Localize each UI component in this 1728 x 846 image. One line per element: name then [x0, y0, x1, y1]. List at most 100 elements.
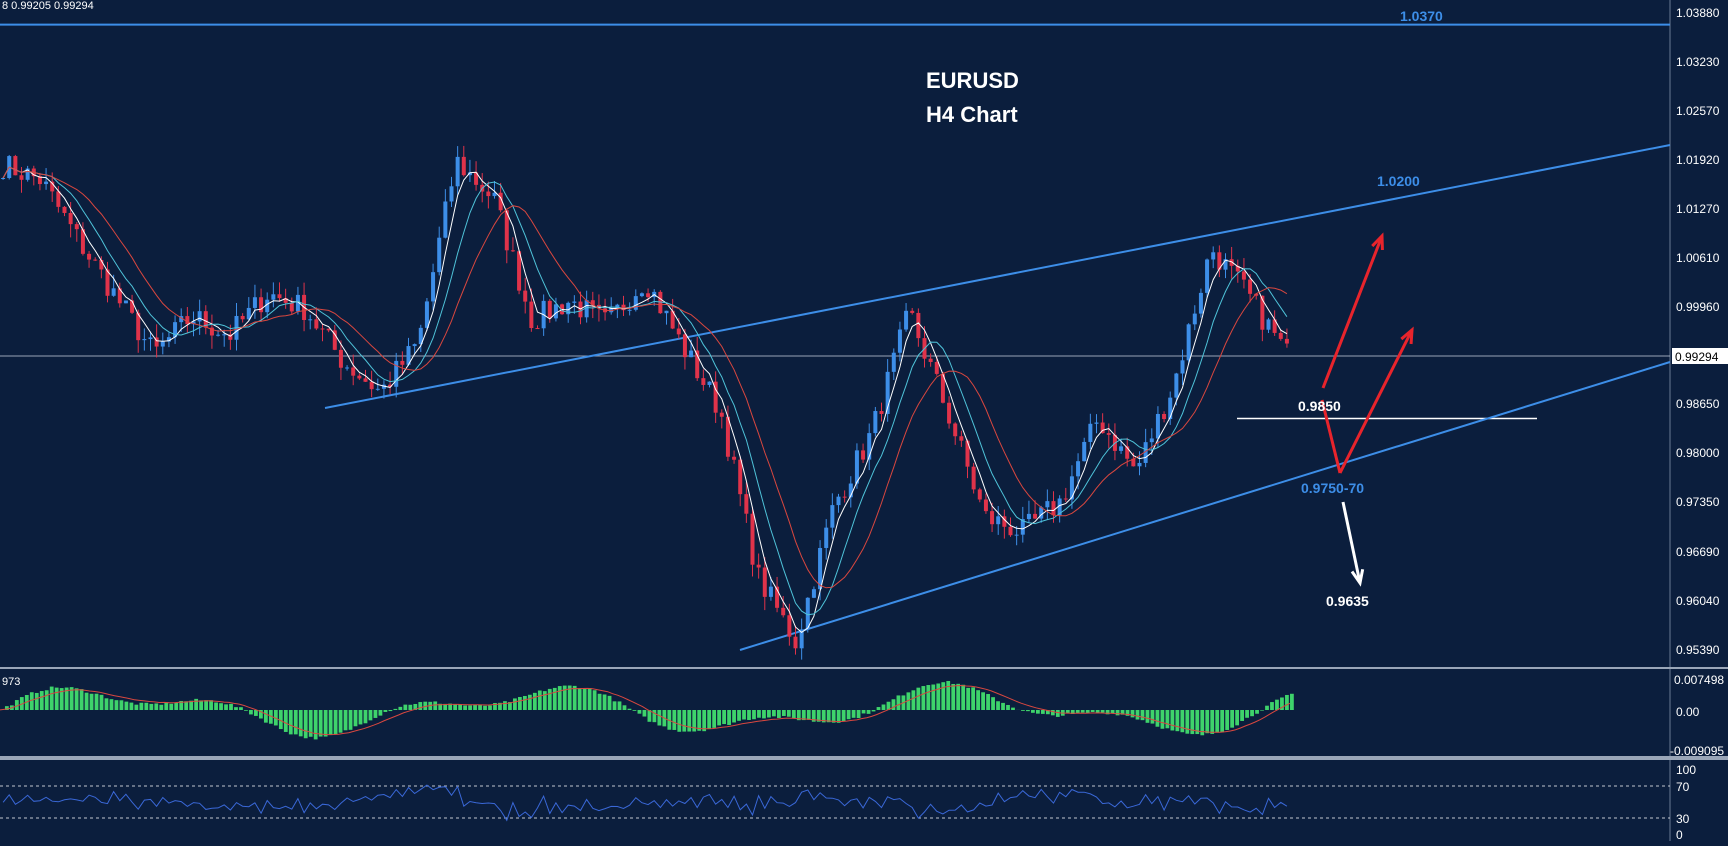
macd-bar	[1255, 710, 1259, 714]
macd-bar	[304, 710, 308, 738]
macd-bar	[1161, 710, 1165, 729]
macd-bar	[1156, 710, 1160, 727]
candle-body	[357, 376, 361, 379]
candle-body	[1033, 514, 1037, 519]
candle-body	[87, 254, 91, 260]
macd-bar	[603, 694, 607, 710]
candle-body	[20, 175, 24, 180]
macd-bar	[154, 703, 158, 710]
macd-bar	[687, 710, 691, 732]
candle-body	[781, 608, 785, 615]
candle-body	[431, 272, 435, 301]
candle-body	[861, 450, 865, 459]
macd-bar	[40, 691, 44, 710]
macd-bar	[872, 710, 876, 711]
macd-bar	[707, 710, 711, 729]
candle-body	[701, 378, 705, 385]
macd-bar	[1225, 710, 1229, 730]
macd-bar	[837, 710, 841, 723]
macd-bar	[149, 704, 153, 710]
macd-bar	[961, 685, 965, 710]
macd-bar	[548, 689, 552, 710]
candle-body	[929, 359, 933, 362]
candle-body	[1181, 360, 1185, 373]
macd-bar	[433, 701, 437, 710]
macd-bar	[403, 705, 407, 710]
macd-bar	[1036, 710, 1040, 714]
macd-bar	[1235, 710, 1239, 725]
candle-body	[720, 413, 724, 417]
candle-body	[1267, 319, 1271, 329]
candle-body	[75, 224, 79, 229]
candle-body	[536, 328, 540, 329]
macd-bar	[742, 710, 746, 719]
candle-body	[413, 344, 417, 346]
macd-bar	[702, 710, 706, 731]
macd-bar	[996, 701, 1000, 710]
candle-body	[529, 302, 533, 328]
candle-body	[450, 186, 454, 201]
macd-bar	[717, 710, 721, 725]
macd-bar	[737, 710, 741, 721]
macd-bar	[633, 710, 637, 711]
macd-bar	[672, 710, 676, 730]
macd-bar	[224, 704, 228, 710]
candle-body	[339, 350, 343, 368]
macd-bar	[1146, 710, 1150, 723]
macd-bar	[1180, 710, 1184, 732]
candle-body	[290, 303, 294, 312]
macd-bar	[852, 710, 856, 718]
macd-bar	[827, 710, 831, 722]
macd-bar	[169, 704, 173, 710]
candle-body	[185, 316, 189, 324]
macd-bar	[30, 692, 34, 710]
macd-bar	[199, 700, 203, 710]
macd-bar	[553, 688, 557, 710]
macd-bar	[941, 682, 945, 710]
candle-body	[511, 250, 515, 251]
macd-bar	[1270, 702, 1274, 710]
macd-bar	[1205, 710, 1209, 733]
macd-bar	[638, 710, 642, 714]
macd-tick: -0.009095	[1670, 744, 1724, 758]
candle-body	[1027, 514, 1031, 519]
candle-body	[130, 300, 134, 312]
macd-bar	[1245, 710, 1249, 718]
macd-bar	[45, 690, 49, 710]
candle-body	[259, 297, 263, 312]
macd-bar	[976, 690, 980, 710]
macd-bar	[144, 703, 148, 710]
macd-bar	[682, 710, 686, 732]
candle-body	[916, 313, 920, 338]
macd-bar	[229, 704, 233, 710]
macd-bar	[458, 704, 462, 710]
candle-body	[1168, 398, 1172, 419]
macd-bar	[677, 710, 681, 732]
macd-bar	[1230, 710, 1234, 728]
candle-body	[572, 302, 576, 303]
macd-bar	[538, 690, 542, 710]
price-tick: 0.97350	[1676, 495, 1720, 509]
candle-body	[1076, 461, 1080, 476]
candle-body	[1248, 280, 1252, 294]
candle-body	[56, 191, 60, 206]
macd-bar	[757, 710, 761, 718]
macd-bar	[244, 710, 248, 711]
candle-body	[830, 505, 834, 528]
macd-bar	[807, 710, 811, 720]
macd-bar	[379, 710, 383, 716]
macd-bar	[936, 684, 940, 710]
current-price-label: 0.99294	[1675, 350, 1719, 364]
macd-bar	[284, 710, 288, 732]
macd-bar	[951, 684, 955, 710]
candle-body	[855, 450, 859, 483]
macd-bar	[921, 686, 925, 710]
macd-bar	[234, 707, 238, 710]
price-tick: 0.96040	[1676, 594, 1720, 608]
candle-body	[1279, 333, 1283, 339]
macd-bar	[1091, 710, 1095, 712]
macd-bar	[697, 710, 701, 731]
macd-bar	[1041, 710, 1045, 714]
candle-body	[376, 389, 380, 390]
candle-body	[241, 316, 245, 319]
